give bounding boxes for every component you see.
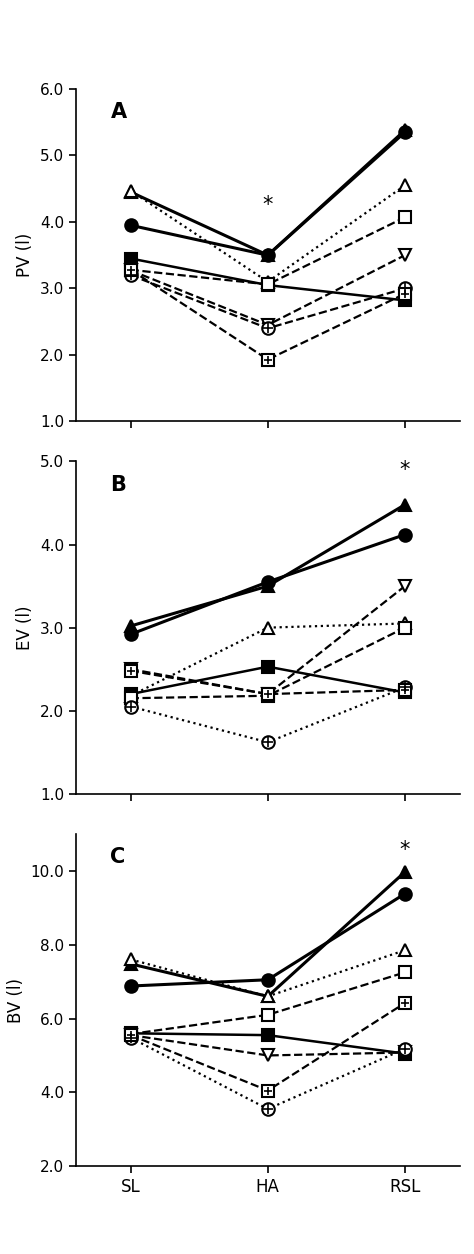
Y-axis label: EV (l): EV (l) (16, 606, 34, 650)
Text: *: * (263, 196, 273, 216)
Text: A: A (110, 103, 127, 123)
Text: C: C (110, 848, 126, 868)
Text: B: B (110, 475, 126, 495)
Y-axis label: PV (l): PV (l) (16, 233, 34, 277)
Y-axis label: BV (l): BV (l) (7, 978, 25, 1022)
Text: *: * (400, 840, 410, 860)
Text: *: * (400, 460, 410, 480)
